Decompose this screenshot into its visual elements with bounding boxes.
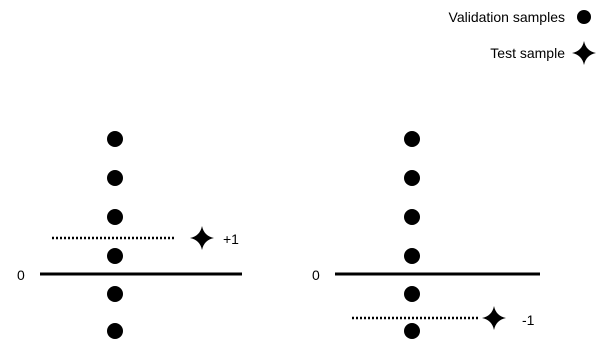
left-baseline-label: 0 bbox=[17, 267, 25, 283]
left-validation-sample bbox=[107, 209, 123, 225]
legend-label-validation: Validation samples bbox=[449, 9, 565, 25]
left-test-sample-label: +1 bbox=[223, 231, 239, 247]
left-validation-sample bbox=[107, 131, 123, 147]
legend-label-test: Test sample bbox=[490, 45, 565, 61]
right-panel: 0 -1 bbox=[312, 131, 540, 339]
test-sample-legend-icon bbox=[572, 41, 596, 65]
right-validation-sample bbox=[404, 170, 420, 186]
left-validation-sample bbox=[107, 170, 123, 186]
right-test-sample-icon bbox=[482, 306, 506, 330]
right-validation-sample bbox=[404, 209, 420, 225]
legend: Validation samples Test sample bbox=[449, 9, 596, 65]
right-validation-sample bbox=[404, 323, 420, 339]
right-validation-sample bbox=[404, 131, 420, 147]
right-baseline-label: 0 bbox=[312, 267, 320, 283]
right-validation-sample bbox=[404, 286, 420, 302]
left-panel: 0 +1 bbox=[17, 131, 242, 339]
left-validation-sample bbox=[107, 248, 123, 264]
left-validation-sample bbox=[107, 323, 123, 339]
right-test-sample-label: -1 bbox=[522, 312, 535, 328]
validation-sample-legend-icon bbox=[577, 10, 591, 24]
left-validation-sample bbox=[107, 286, 123, 302]
right-validation-sample bbox=[404, 248, 420, 264]
left-test-sample-icon bbox=[190, 226, 214, 250]
